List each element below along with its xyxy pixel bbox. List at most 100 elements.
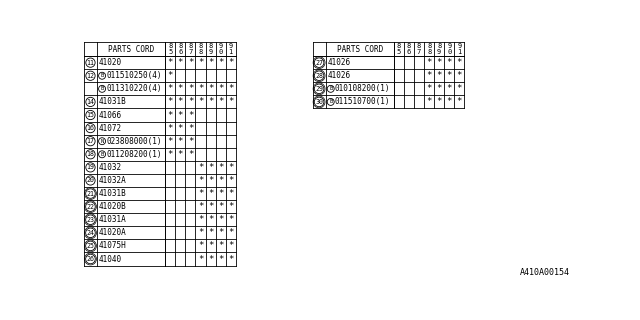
Text: *: * xyxy=(198,254,204,263)
Text: *: * xyxy=(198,176,204,185)
Text: 6: 6 xyxy=(407,49,411,55)
Text: *: * xyxy=(198,163,204,172)
Text: 12: 12 xyxy=(86,73,95,79)
Text: 8: 8 xyxy=(397,44,401,50)
Text: 11: 11 xyxy=(86,60,95,66)
Text: 9: 9 xyxy=(228,44,233,50)
Text: 41020A: 41020A xyxy=(99,228,126,237)
Text: *: * xyxy=(168,124,173,132)
Text: *: * xyxy=(436,58,442,67)
Text: 16: 16 xyxy=(86,125,95,131)
Text: 8: 8 xyxy=(198,44,203,50)
Text: 28: 28 xyxy=(315,73,323,79)
Text: *: * xyxy=(198,189,204,198)
Text: *: * xyxy=(218,84,223,93)
Text: *: * xyxy=(426,97,432,107)
Text: 1: 1 xyxy=(457,49,461,55)
Text: *: * xyxy=(168,150,173,159)
Text: 41072: 41072 xyxy=(99,124,122,132)
Text: 41026: 41026 xyxy=(327,71,350,80)
Text: *: * xyxy=(178,58,183,67)
Text: *: * xyxy=(178,124,183,132)
Text: 8: 8 xyxy=(417,44,421,50)
Text: *: * xyxy=(198,228,204,237)
Text: 9: 9 xyxy=(457,44,461,50)
Text: 41031B: 41031B xyxy=(99,97,126,107)
Text: *: * xyxy=(228,228,234,237)
Text: *: * xyxy=(218,241,223,251)
Text: *: * xyxy=(436,71,442,80)
Text: *: * xyxy=(208,189,213,198)
Text: *: * xyxy=(208,163,213,172)
Text: *: * xyxy=(218,215,223,224)
Text: 18: 18 xyxy=(86,151,95,157)
Text: 1: 1 xyxy=(228,49,233,55)
Text: PARTS CORD: PARTS CORD xyxy=(337,45,383,54)
Text: 41026: 41026 xyxy=(327,58,350,67)
Text: *: * xyxy=(208,215,213,224)
Text: *: * xyxy=(436,97,442,107)
Text: *: * xyxy=(208,58,213,67)
Text: *: * xyxy=(218,163,223,172)
Text: *: * xyxy=(178,84,183,93)
Text: 8: 8 xyxy=(168,44,172,50)
Text: *: * xyxy=(218,189,223,198)
Text: 41040: 41040 xyxy=(99,254,122,263)
Text: *: * xyxy=(188,84,193,93)
Text: 41066: 41066 xyxy=(99,110,122,119)
Text: *: * xyxy=(208,97,213,107)
Text: 15: 15 xyxy=(86,112,95,118)
Text: *: * xyxy=(188,124,193,132)
Text: *: * xyxy=(178,110,183,119)
Text: *: * xyxy=(426,71,432,80)
Text: *: * xyxy=(228,189,234,198)
Text: 21: 21 xyxy=(86,190,95,196)
Text: *: * xyxy=(188,137,193,146)
Text: *: * xyxy=(188,58,193,67)
Text: *: * xyxy=(178,150,183,159)
Text: 5: 5 xyxy=(168,49,172,55)
Text: 41032: 41032 xyxy=(99,163,122,172)
Text: 23: 23 xyxy=(86,217,95,223)
Text: 0: 0 xyxy=(218,49,223,55)
Text: B: B xyxy=(100,73,104,78)
Text: *: * xyxy=(188,97,193,107)
Text: 41020: 41020 xyxy=(99,58,122,67)
Text: 29: 29 xyxy=(315,86,323,92)
Text: 17: 17 xyxy=(86,138,95,144)
Text: *: * xyxy=(218,202,223,211)
Text: *: * xyxy=(168,137,173,146)
Text: *: * xyxy=(198,58,204,67)
Text: *: * xyxy=(436,84,442,93)
Text: *: * xyxy=(426,58,432,67)
Text: *: * xyxy=(447,84,452,93)
Text: 24: 24 xyxy=(86,230,95,236)
Text: B: B xyxy=(100,86,104,91)
Text: *: * xyxy=(198,241,204,251)
Text: 25: 25 xyxy=(86,243,95,249)
Text: *: * xyxy=(457,97,462,107)
Text: *: * xyxy=(188,150,193,159)
Text: *: * xyxy=(198,97,204,107)
Text: 41031A: 41031A xyxy=(99,215,126,224)
Text: 27: 27 xyxy=(315,60,323,66)
Text: 6: 6 xyxy=(178,49,182,55)
Text: 41031B: 41031B xyxy=(99,189,126,198)
Text: 8: 8 xyxy=(407,44,411,50)
Text: *: * xyxy=(228,202,234,211)
Text: *: * xyxy=(198,202,204,211)
Text: 26: 26 xyxy=(86,256,95,262)
Text: 011510250(4): 011510250(4) xyxy=(106,71,162,80)
Text: 8: 8 xyxy=(188,44,193,50)
Text: A410A00154: A410A00154 xyxy=(520,268,570,277)
Text: *: * xyxy=(218,97,223,107)
Text: *: * xyxy=(208,202,213,211)
Text: *: * xyxy=(218,58,223,67)
Text: 0: 0 xyxy=(447,49,451,55)
Text: *: * xyxy=(228,58,234,67)
Text: 010108200(1): 010108200(1) xyxy=(335,84,390,93)
Text: *: * xyxy=(228,241,234,251)
Text: B: B xyxy=(329,86,332,91)
Text: *: * xyxy=(208,84,213,93)
Text: *: * xyxy=(208,254,213,263)
